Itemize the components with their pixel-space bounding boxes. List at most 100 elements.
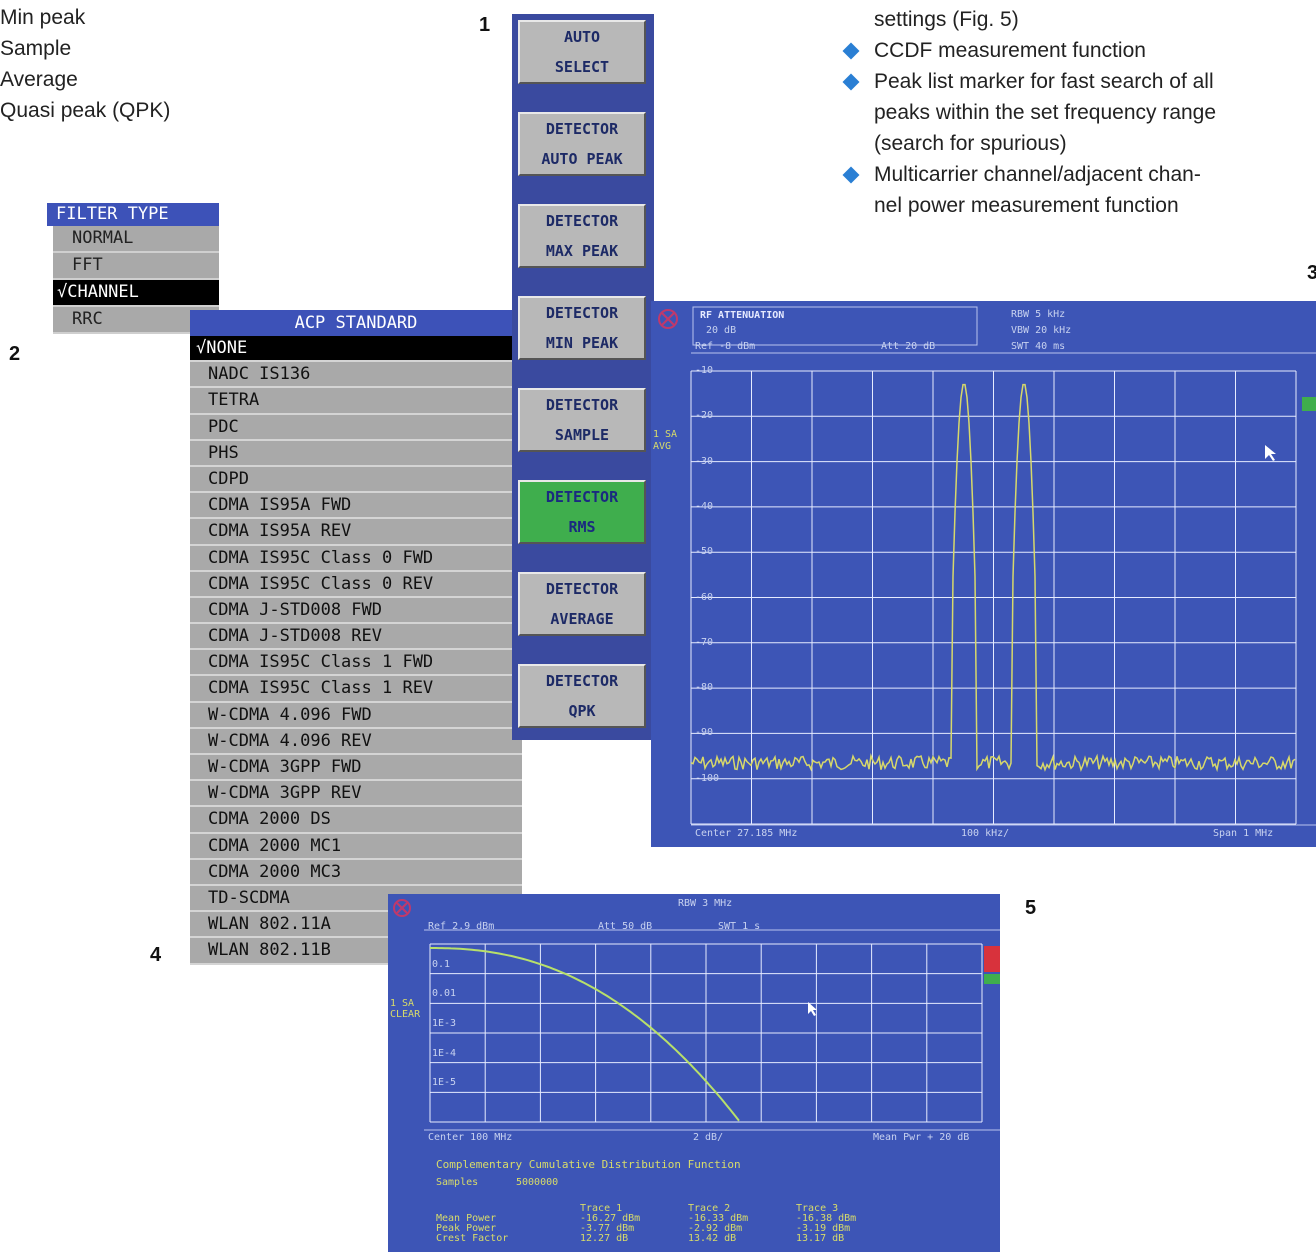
bullet-text: peaks within the set frequency range — [874, 101, 1217, 124]
span: Span 1 MHz — [1213, 828, 1274, 839]
sweep-time: SWT 1 s — [718, 921, 761, 932]
spectrum-display — [658, 306, 1316, 826]
feature-bullets: settings (Fig. 5) CCDF measurement funct… — [842, 4, 1312, 221]
acp-option[interactable]: TD-SCDMA — [190, 886, 522, 913]
bullet-text: (search for spurious) — [874, 132, 1067, 155]
bullet-diamond-icon — [842, 42, 860, 60]
softkey-detector-min-peak[interactable]: DETECTOR MIN PEAK — [518, 296, 646, 360]
ref-level: Ref -8 dBm — [695, 341, 756, 352]
ref-level: Ref 2.9 dBm — [428, 921, 495, 932]
filter-type-header: FILTER TYPE — [47, 203, 219, 226]
center-frequency: Center 100 MHz — [428, 1132, 513, 1143]
info-value: 20 dB — [706, 325, 737, 336]
acp-option[interactable]: W-CDMA 4.096 FWD — [190, 703, 522, 729]
y-tick-label: 1E-5 — [432, 1077, 457, 1089]
trace-side-label: 1 SA — [653, 429, 678, 440]
filter-option-normal[interactable]: NORMAL — [53, 226, 219, 253]
filter-option-channel[interactable]: √CHANNEL — [53, 280, 219, 307]
y-tick-label: -80 — [695, 682, 714, 694]
callout-1: 1 — [479, 14, 491, 36]
acp-option[interactable]: CDMA J-STD008 REV — [190, 624, 522, 651]
detector-softkey-bar: AUTO SELECT DETECTOR AUTO PEAK DETECTOR MAX P… — [512, 14, 654, 740]
acp-option[interactable]: √NONE — [190, 336, 522, 363]
y-tick-label: -100 — [695, 772, 720, 784]
detector-list-text: Min peak Sample Average Quasi peak (QPK) — [0, 2, 170, 126]
marker-tab — [1302, 397, 1316, 411]
list-item: Quasi peak (QPK) — [0, 99, 171, 122]
acp-option[interactable]: CDMA 2000 MC1 — [190, 834, 522, 860]
bullet-item: Peak list marker for fast search of all … — [842, 66, 1312, 159]
info-box — [692, 306, 978, 346]
acp-option[interactable]: CDMA IS95C Class 0 REV — [190, 572, 522, 598]
softkey-detector-sample[interactable]: DETECTOR SAMPLE — [518, 388, 646, 452]
samples-label: Samples — [436, 1177, 479, 1188]
softkey-detector-rms[interactable]: DETECTOR RMS — [518, 480, 646, 544]
bullet-text: CCDF measurement function — [874, 39, 1146, 62]
softkey-detector-average[interactable]: DETECTOR AVERAGE — [518, 572, 646, 636]
acp-option[interactable]: NADC IS136 — [190, 362, 522, 389]
close-icon — [658, 309, 678, 329]
vbw: VBW 20 kHz — [1011, 325, 1072, 336]
info-title: RF ATTENUATION — [700, 310, 785, 321]
trace-stats: Trace 1 -16.27 dBm -3.77 dBm 12.27 dB — [580, 1203, 641, 1244]
row-labels: Mean Power Peak Power Crest Factor — [436, 1213, 509, 1244]
softkey-detector-auto-peak[interactable]: DETECTOR AUTO PEAK — [518, 112, 646, 176]
mean-power-offset: Mean Pwr + 20 dB — [873, 1132, 970, 1143]
mouse-cursor-icon — [808, 1002, 817, 1016]
trace-stats: Trace 2 -16.33 dBm -2.92 dBm 13.42 dB — [688, 1203, 749, 1244]
y-tick-label: 1E-3 — [432, 1018, 457, 1030]
bullet-text: Peak list marker for fast search of all — [874, 70, 1214, 93]
acp-option[interactable]: W-CDMA 3GPP REV — [190, 781, 522, 808]
acp-option[interactable]: PDC — [190, 415, 522, 441]
marker-tab — [984, 946, 1000, 972]
callout-5: 5 — [1025, 897, 1037, 919]
acp-standard-header: ACP STANDARD — [190, 310, 522, 336]
filter-type-menu: FILTER TYPE NORMAL FFT √CHANNEL RRC — [47, 203, 219, 334]
ccdf-display — [393, 899, 1000, 1131]
callout-4: 4 — [150, 944, 162, 966]
y-tick-label: -20 — [695, 410, 714, 422]
acp-option[interactable]: CDMA IS95A REV — [190, 519, 522, 546]
y-tick-label: -40 — [695, 500, 714, 512]
trace-side-label-mode: CLEAR — [390, 1009, 421, 1020]
acp-option[interactable]: CDMA IS95A FWD — [190, 493, 522, 520]
acp-option[interactable]: WLAN 802.11A — [190, 912, 522, 939]
acp-option[interactable]: CDMA IS95C Class 0 FWD — [190, 546, 522, 572]
spectrum-trace — [690, 383, 1296, 773]
softkey-auto-select[interactable]: AUTO SELECT — [518, 20, 646, 84]
y-tick-label: -60 — [695, 591, 714, 603]
ccdf-screen: RBW 3 MHz Ref 2.9 dBm Att 50 dB SWT 1 s … — [388, 894, 1000, 1252]
callout-3: 3 — [1307, 262, 1316, 284]
acp-option[interactable]: WLAN 802.11B — [190, 938, 522, 965]
bullet-item: CCDF measurement function — [842, 35, 1312, 66]
softkey-detector-qpk[interactable]: DETECTOR QPK — [518, 664, 646, 728]
filter-option-fft[interactable]: FFT — [53, 253, 219, 280]
ccdf-title: Complementary Cumulative Distribution Fu… — [436, 1158, 741, 1171]
acp-option[interactable]: TETRA — [190, 388, 522, 415]
text-line: settings (Fig. 5) — [874, 8, 1019, 31]
list-item: Min peak — [0, 6, 86, 29]
acp-option[interactable]: CDMA 2000 MC3 — [190, 860, 522, 886]
acp-option[interactable]: CDPD — [190, 467, 522, 494]
span-per-div: 100 kHz/ — [961, 828, 1010, 839]
y-tick-label: -30 — [695, 455, 714, 467]
y-tick-label: 0.1 — [432, 958, 451, 970]
list-item: Average — [0, 68, 78, 91]
bullet-diamond-icon — [842, 73, 860, 91]
samples-value: 5000000 — [516, 1177, 559, 1188]
callout-2: 2 — [9, 343, 21, 365]
acp-option[interactable]: W-CDMA 3GPP FWD — [190, 755, 522, 782]
close-icon — [393, 899, 411, 917]
mouse-cursor-icon — [1265, 445, 1276, 461]
trace-stats: Trace 3 -16.38 dBm -3.19 dBm 13.17 dB — [796, 1203, 857, 1244]
acp-option[interactable]: CDMA IS95C Class 1 FWD — [190, 650, 522, 677]
acp-option[interactable]: CDMA J-STD008 FWD — [190, 598, 522, 625]
acp-option[interactable]: PHS — [190, 441, 522, 467]
center-frequency: Center 27.185 MHz — [695, 828, 798, 839]
acp-option[interactable]: W-CDMA 4.096 REV — [190, 729, 522, 755]
trace-side-label: 1 SA — [390, 998, 415, 1009]
acp-option[interactable]: CDMA IS95C Class 1 REV — [190, 676, 522, 703]
acp-option[interactable]: CDMA 2000 DS — [190, 807, 522, 834]
y-tick-label: 0.01 — [432, 988, 457, 1000]
softkey-detector-max-peak[interactable]: DETECTOR MAX PEAK — [518, 204, 646, 268]
